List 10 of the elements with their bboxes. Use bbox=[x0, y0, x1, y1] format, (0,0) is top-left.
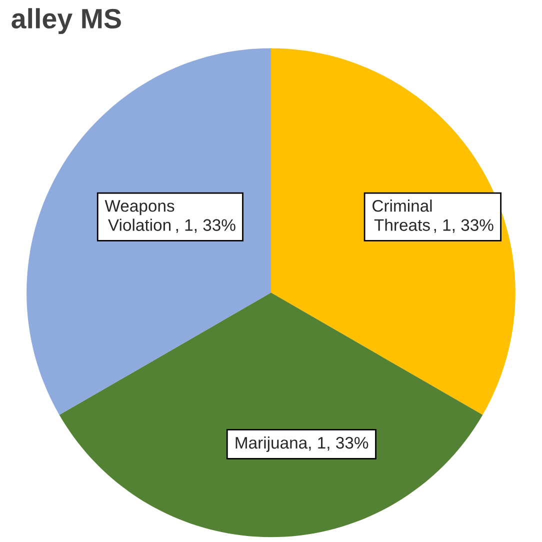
data-label: , 1, 33% bbox=[434, 219, 494, 233]
data-label: , 1, 33% bbox=[309, 436, 368, 451]
chart-title: alley MS bbox=[12, 8, 121, 34]
pie-slice bbox=[271, 48, 516, 415]
slice-label: Criminal Threats bbox=[372, 200, 432, 231]
pie-slice bbox=[59, 292, 483, 538]
slice-label: Weapons Violation bbox=[104, 200, 174, 231]
slice-label: Marijuana bbox=[236, 436, 308, 452]
data-label: , 1, 33% bbox=[176, 219, 236, 233]
pie-slice bbox=[26, 48, 271, 415]
